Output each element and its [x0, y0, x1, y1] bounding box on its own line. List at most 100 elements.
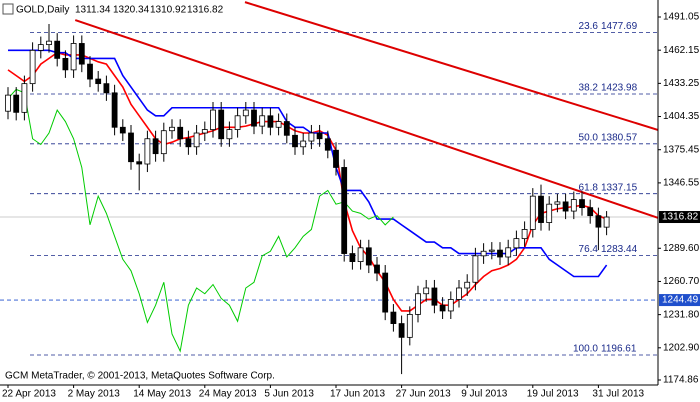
- candle-body: [497, 249, 503, 258]
- candle-body: [201, 129, 208, 134]
- candle-body: [226, 129, 233, 140]
- candle-body: [398, 323, 405, 338]
- x-tick-label: 9 Jul 2013: [461, 389, 508, 400]
- candle-body: [357, 247, 364, 262]
- candle-body: [78, 43, 85, 65]
- candle-body: [119, 126, 126, 134]
- fib-price: 1423.98: [601, 83, 638, 94]
- candle-body: [529, 195, 536, 230]
- candle-body: [21, 83, 28, 113]
- fib-level: 23.6: [579, 21, 599, 32]
- y-tick-label: 1462.15: [663, 45, 700, 56]
- candle-body: [538, 195, 544, 223]
- x-tick-label: 14 May 2013: [133, 389, 191, 400]
- x-tick-label: 19 Jul 2013: [527, 389, 579, 400]
- price-label: 1316.82: [662, 212, 699, 223]
- fib-price: 1337.15: [601, 182, 638, 193]
- candle-body: [177, 126, 184, 140]
- header-close: 1316.82: [187, 5, 224, 16]
- candle-body: [128, 132, 134, 163]
- candle-body: [185, 138, 192, 148]
- indicator-line: [7, 51, 607, 312]
- candle-body: [472, 255, 479, 283]
- candle-body: [406, 313, 413, 338]
- candle-body: [169, 126, 175, 132]
- y-tick-label: 1375.45: [663, 144, 700, 155]
- candle-body: [464, 281, 471, 289]
- plot-area: 23.6 1477.69 38.2 1423.98 50.0 1380.57 61.8 133…: [0, 1, 659, 375]
- y-tick-label: 1404.35: [663, 111, 700, 122]
- candle-body: [390, 311, 397, 324]
- candle-body: [562, 201, 569, 212]
- chart-title: GOLD,Daily: [16, 5, 69, 16]
- candle-body: [603, 216, 610, 228]
- fib-level: 61.8: [579, 182, 599, 193]
- y-tick-label: 1174.86: [663, 375, 699, 386]
- candle-body: [210, 109, 216, 130]
- candle-body: [333, 149, 339, 168]
- fib-price: 1380.57: [601, 132, 638, 143]
- candle-body: [570, 199, 577, 212]
- symbol-icon: [2, 3, 14, 15]
- candle-body: [13, 94, 20, 113]
- y-tick-label: 1346.55: [663, 178, 700, 189]
- x-tick-label: 27 Jun 2013: [396, 389, 451, 400]
- candle-body: [95, 78, 102, 85]
- candle-body: [349, 253, 356, 262]
- header-low: 1310.92: [150, 5, 187, 16]
- trendline: [244, 1, 659, 131]
- price-box: [659, 211, 700, 224]
- candle-body: [111, 92, 118, 128]
- indicator-line: [7, 88, 394, 353]
- candle-body: [431, 287, 438, 306]
- y-tick-label: 1289.60: [663, 243, 700, 254]
- candle-body: [29, 49, 36, 85]
- candle-body: [365, 247, 372, 266]
- x-tick-label: 17 Jun 2013: [330, 389, 385, 400]
- candle-body: [283, 121, 290, 136]
- candle-body: [259, 115, 266, 127]
- candle-body: [136, 161, 143, 165]
- y-tick-label: 1433.25: [663, 78, 700, 89]
- x-tick-label: 24 May 2013: [199, 389, 257, 400]
- candle-body: [152, 138, 159, 155]
- footer-text: GCM MetaTrader, © 2001-2013, MetaQuotes …: [5, 371, 275, 382]
- y-tick-label: 1260.70: [663, 276, 700, 287]
- candle-body: [505, 247, 512, 258]
- candle-body: [144, 138, 151, 165]
- candle-body: [513, 238, 520, 249]
- candle-body: [193, 132, 200, 148]
- candle-body: [87, 63, 93, 80]
- price-label: 1244.49: [662, 295, 699, 306]
- candle-body: [415, 293, 421, 315]
- candle-body: [37, 44, 44, 51]
- candle-body: [546, 203, 553, 223]
- candle-body: [316, 132, 323, 140]
- x-tick-label: 22 Apr 2013: [2, 389, 56, 400]
- fib-price: 1477.69: [601, 21, 638, 32]
- y-tick-label: 1231.80: [663, 309, 700, 320]
- candle-body: [579, 199, 585, 209]
- fib-level: 100.0: [573, 344, 598, 355]
- candle-body: [267, 115, 274, 128]
- fib-level: 38.2: [579, 83, 599, 94]
- candle-body: [54, 40, 61, 59]
- candle-body: [70, 43, 77, 71]
- candle-body: [242, 109, 249, 117]
- candle-body: [382, 272, 389, 313]
- fib-price: 1283.44: [601, 244, 638, 255]
- x-tick-label: 2 May 2013: [68, 389, 121, 400]
- candle-body: [103, 83, 110, 94]
- candle-body: [292, 134, 298, 148]
- fib-level: 50.0: [579, 132, 599, 143]
- fib-price: 1196.61: [601, 344, 637, 355]
- candle-body: [251, 109, 257, 127]
- y-tick-label: 1202.90: [663, 342, 700, 353]
- candle-body: [275, 121, 282, 128]
- candle-body: [234, 115, 241, 130]
- candle-body: [218, 109, 225, 140]
- candle-body: [595, 215, 602, 228]
- candle-body: [46, 40, 52, 46]
